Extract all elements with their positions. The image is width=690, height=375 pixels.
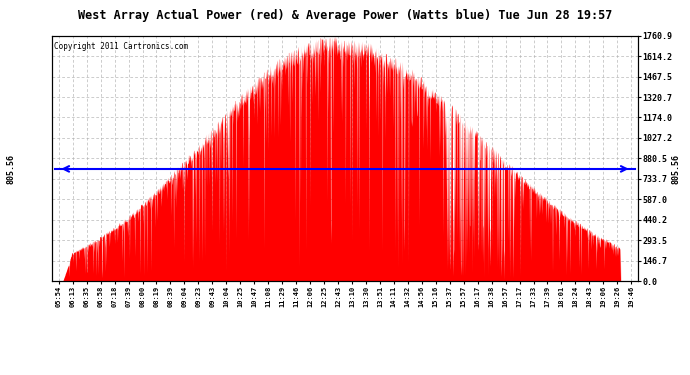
Text: Copyright 2011 Cartronics.com: Copyright 2011 Cartronics.com: [54, 42, 188, 51]
Text: 805.56: 805.56: [6, 154, 15, 184]
Text: 805.56: 805.56: [672, 154, 681, 184]
Text: West Array Actual Power (red) & Average Power (Watts blue) Tue Jun 28 19:57: West Array Actual Power (red) & Average …: [78, 9, 612, 22]
